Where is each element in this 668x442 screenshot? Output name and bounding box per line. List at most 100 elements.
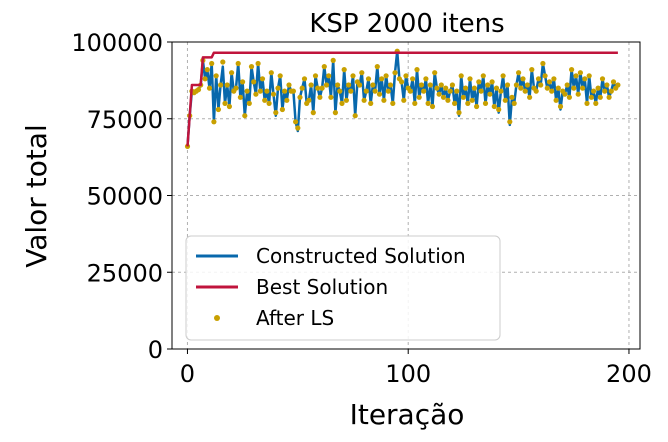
- data-point: [602, 88, 608, 94]
- data-point: [328, 94, 334, 100]
- data-point: [237, 94, 243, 100]
- data-point: [268, 70, 274, 76]
- data-point: [410, 76, 416, 82]
- legend-swatch-after-ls: [214, 315, 220, 321]
- x-tick-label: 200: [606, 360, 652, 388]
- series-layer: [184, 48, 621, 149]
- data-point: [372, 88, 378, 94]
- data-point: [209, 60, 215, 67]
- data-point: [220, 59, 226, 65]
- data-point: [482, 100, 489, 106]
- data-point: [533, 88, 539, 94]
- data-point: [416, 94, 422, 100]
- data-point: [392, 70, 398, 76]
- data-point: [273, 110, 279, 116]
- y-axis-ticks: 0 25000 50000 75000 100000: [71, 29, 172, 364]
- data-point: [593, 100, 599, 106]
- data-point: [487, 91, 493, 97]
- data-point: [330, 57, 336, 64]
- data-point: [562, 91, 568, 97]
- y-tick-label: 75000: [87, 106, 163, 134]
- data-point: [206, 85, 213, 91]
- data-point: [493, 85, 500, 91]
- y-tick-label: 100000: [71, 29, 163, 57]
- legend: Constructed Solution Best Solution After…: [185, 235, 501, 341]
- data-point: [315, 85, 321, 91]
- data-point: [529, 67, 535, 73]
- data-point: [233, 85, 239, 91]
- x-axis-label: Iteração: [350, 398, 465, 431]
- data-point: [213, 73, 219, 79]
- data-point: [319, 85, 325, 91]
- data-point: [308, 82, 314, 88]
- data-point: [418, 82, 425, 88]
- data-point: [425, 100, 431, 106]
- data-point: [323, 82, 330, 88]
- data-point: [211, 119, 217, 125]
- data-point: [580, 85, 586, 91]
- data-point: [361, 97, 367, 103]
- data-point: [467, 76, 473, 82]
- legend-label-best: Best Solution: [256, 275, 388, 299]
- data-point: [427, 82, 433, 88]
- data-point: [591, 88, 597, 94]
- data-point: [240, 79, 246, 85]
- data-point: [368, 100, 374, 106]
- data-point: [321, 64, 327, 70]
- data-point: [500, 73, 506, 79]
- data-point: [527, 94, 533, 100]
- data-point: [264, 88, 270, 94]
- data-point: [516, 70, 522, 76]
- data-point: [555, 85, 561, 91]
- data-point: [275, 85, 281, 91]
- data-point: [387, 82, 394, 88]
- data-point: [518, 85, 524, 91]
- data-point: [363, 88, 369, 94]
- data-point: [370, 82, 376, 88]
- data-point: [266, 100, 272, 106]
- x-tick-label: 100: [385, 360, 431, 388]
- data-point: [566, 94, 573, 100]
- data-point: [293, 119, 299, 125]
- data-point: [469, 97, 475, 103]
- data-point: [310, 110, 316, 116]
- data-point: [445, 97, 451, 103]
- data-point: [376, 91, 383, 97]
- data-point: [476, 79, 482, 85]
- data-point: [403, 73, 409, 79]
- data-point: [286, 82, 292, 88]
- data-point: [522, 88, 528, 94]
- data-point: [301, 76, 308, 82]
- data-point: [577, 70, 584, 76]
- data-point: [317, 94, 323, 100]
- y-tick-label: 25000: [87, 259, 163, 287]
- data-point: [440, 94, 447, 100]
- data-point: [399, 79, 405, 85]
- data-point: [282, 88, 288, 94]
- data-point: [335, 82, 341, 88]
- data-point: [432, 70, 438, 76]
- data-point: [284, 97, 290, 103]
- data-point: [374, 64, 380, 70]
- data-point: [542, 73, 548, 79]
- data-point: [606, 94, 612, 100]
- data-point: [390, 100, 396, 106]
- data-point: [326, 73, 332, 79]
- data-point: [502, 97, 508, 103]
- data-point: [306, 97, 312, 103]
- data-point: [489, 79, 495, 85]
- data-point: [615, 82, 621, 88]
- data-point: [573, 73, 579, 79]
- data-point: [584, 100, 590, 106]
- data-point: [509, 94, 515, 100]
- series-line-best-solution: [186, 51, 618, 147]
- data-point: [242, 113, 248, 119]
- data-point: [535, 76, 542, 82]
- data-point: [557, 103, 564, 110]
- data-point: [226, 103, 232, 110]
- data-point: [332, 110, 338, 116]
- data-point: [246, 100, 252, 106]
- data-point: [454, 88, 460, 94]
- data-point: [297, 94, 303, 100]
- data-point: [463, 85, 469, 91]
